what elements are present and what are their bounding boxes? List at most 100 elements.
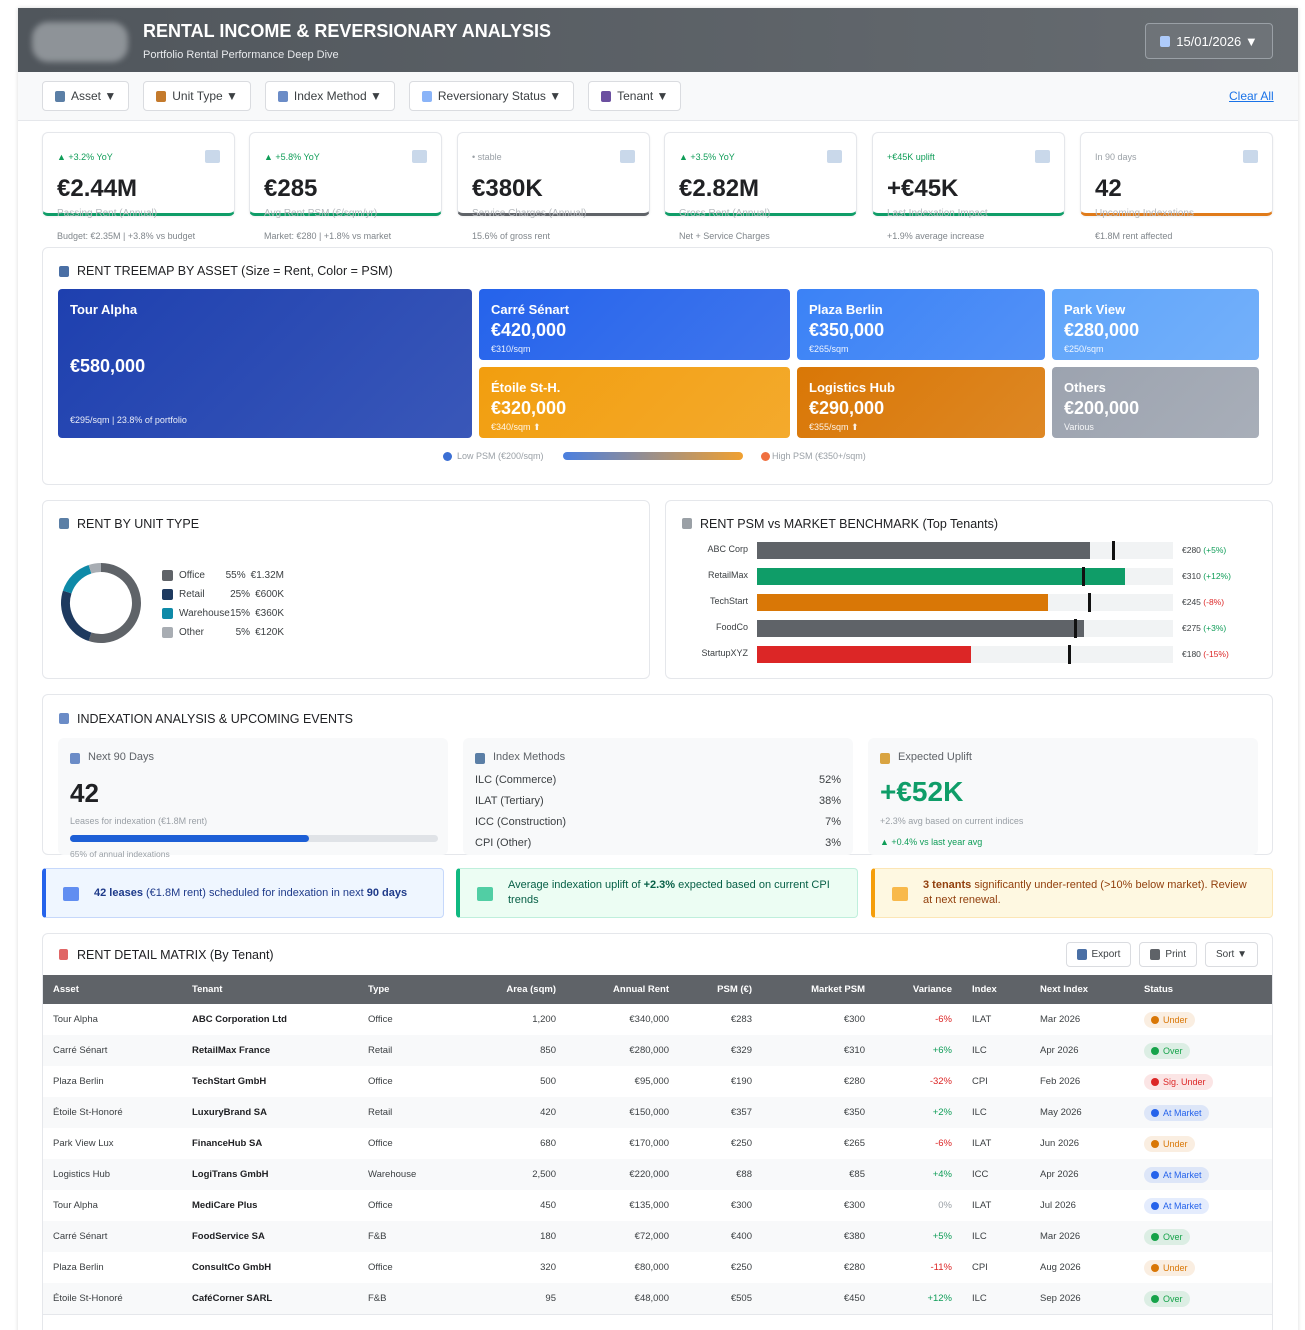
kpi-note: Net + Service Charges [679,231,770,241]
table-cell: FinanceHub SA [192,1138,263,1149]
kpi-card: • stable €380K Service Charges (Annual) [457,132,650,219]
table-cell: 450 [540,1200,556,1211]
variance-text: (+5%) [1203,545,1227,555]
clear-all[interactable]: Clear All [1229,89,1274,103]
panel-title: INDEXATION ANALYSIS & UPCOMING EVENTS [77,712,353,726]
bar-value-text: €245 [1182,597,1201,607]
column-header: Area (sqm) [506,984,556,995]
panel-title: RENT TREEMAP BY ASSET (Size = Rent, Colo… [77,264,393,278]
kpi-trend: ▲ +5.8% YoY [264,152,320,162]
tile-value: €580,000 [70,356,146,376]
status-dot [1151,1139,1159,1148]
kpi-note: Market: €280 | +1.8% vs market [264,231,392,241]
icon [475,753,485,764]
table-cell: Office [368,1200,393,1211]
table-cell: Carré Sénart [53,1045,108,1056]
icon [1243,150,1258,163]
table-action[interactable]: Print [1139,942,1197,967]
table-cell: Office [368,1076,393,1087]
table-cell: Apr 2026 [1040,1169,1079,1180]
table-cell: 850 [540,1045,556,1056]
table-cell: ILAT [972,1014,992,1025]
tile-value: €420,000 [491,320,567,340]
table-cell: Tour Alpha [53,1200,98,1211]
treemap-tile[interactable]: Park View €280,000 €250/sqm [1052,289,1259,360]
treemap-tile[interactable]: Plaza Berlin €350,000 €265/sqm [797,289,1045,360]
legend-name: Office [179,569,205,581]
table-cell: Carré Sénart [53,1231,108,1242]
table-cell: 2,500 [532,1169,556,1180]
column-header: Market PSM [811,984,865,995]
bar-track [757,541,1173,560]
bar-value-text: €310 [1182,571,1201,581]
card-trend: ▲ +0.4% vs last year avg [880,837,983,847]
tile-name: Étoile St-H. [491,380,561,395]
status-badge: At Market [1144,1166,1209,1183]
table-cell: RetailMax France [192,1045,271,1056]
treemap-panel: RENT TREEMAP BY ASSET (Size = Rent, Colo… [42,247,1273,485]
table-row: Logistics Hub LogiTrans GmbH Warehouse 2,50… [43,1159,1272,1191]
table-cell: +2% [932,1107,952,1118]
table-cell: F&B [368,1231,387,1242]
icon [59,266,69,277]
table-cell: €505 [730,1293,752,1304]
table-cell: ILC [972,1045,987,1056]
tile-detail: €295/sqm | 23.8% of portfolio [70,415,187,425]
column-header: Variance [912,984,952,995]
treemap-tile[interactable]: Carré Sénart €420,000 €310/sqm [479,289,790,360]
tile-value: €290,000 [809,398,885,418]
donut-segment [88,563,141,643]
table-cell: Apr 2026 [1040,1045,1079,1056]
filter-button[interactable]: Unit Type ▼ [143,81,251,111]
filter-row: Asset ▼ Unit Type ▼ Index Method ▼ Reversio… [42,81,682,111]
table-row: Carré Sénart FoodService SA F&B 180 €72,000 €… [43,1221,1272,1253]
progress-track [70,835,438,842]
date-picker[interactable]: 15/01/2026 ▼ [1145,23,1273,59]
status-text: At Market [1163,1169,1202,1180]
table-action[interactable]: Sort ▼ [1204,942,1258,967]
market-marker [1082,567,1086,586]
icon [477,887,493,901]
treemap-tile[interactable]: Logistics Hub €290,000 €355/sqm ⬆ [797,367,1045,438]
status-text: Over [1163,1045,1183,1056]
status-dot [1151,1108,1159,1117]
status-dot [1151,1077,1159,1086]
legend-low: Low PSM (€200/sqm) [457,451,544,461]
table-cell: Office [368,1014,393,1025]
table-cell: -32% [929,1076,952,1087]
table-cell: ILAT [972,1200,992,1211]
legend-name: Retail [179,588,205,600]
legend-swatch [162,569,173,581]
status-text: At Market [1163,1200,1202,1211]
method-share: 3% [825,837,841,849]
legend-name: Warehouse [179,607,230,619]
progress-label: 65% of annual indexations [70,849,170,859]
table-action[interactable]: Export [1065,942,1132,967]
filter-button[interactable]: Reversionary Status ▼ [408,81,575,111]
table-cell: €283 [730,1014,752,1025]
tile-value: €320,000 [491,398,567,418]
table-cell: Plaza Berlin [53,1262,104,1273]
alert-span: expected based on current CPI trends [508,879,830,906]
table-cell: ILC [972,1107,987,1118]
tile-detail: €340/sqm ⬆ [491,422,541,432]
market-marker [1112,541,1116,560]
status-dot [1151,1201,1159,1210]
tile-value: €350,000 [809,320,885,340]
filter-button[interactable]: Index Method ▼ [264,81,395,111]
bar-label: StartupXYZ [701,648,748,658]
treemap-tile[interactable]: Tour Alpha €580,000 €295/sqm | 23.8% of po… [58,289,472,438]
treemap-tile[interactable]: Étoile St-H. €320,000 €340/sqm ⬆ [479,367,790,438]
treemap-tile[interactable]: Others €200,000 Various [1052,367,1259,438]
method-name: ICC (Construction) [475,816,567,828]
table-cell: +4% [932,1169,952,1180]
filter-bar: Asset ▼ Unit Type ▼ Index Method ▼ Reversio… [18,72,1298,121]
table-cell: Retail [368,1107,393,1118]
filter-button[interactable]: Tenant ▼ [588,81,682,111]
kpi-label: Upcoming Indexations [1095,208,1194,219]
legend-share: 5% [235,626,251,638]
filter-button[interactable]: Asset ▼ [42,81,130,111]
legend-share: 25% [230,588,251,600]
table-cell: Aug 2026 [1040,1262,1081,1273]
legend-swatch [162,607,173,619]
